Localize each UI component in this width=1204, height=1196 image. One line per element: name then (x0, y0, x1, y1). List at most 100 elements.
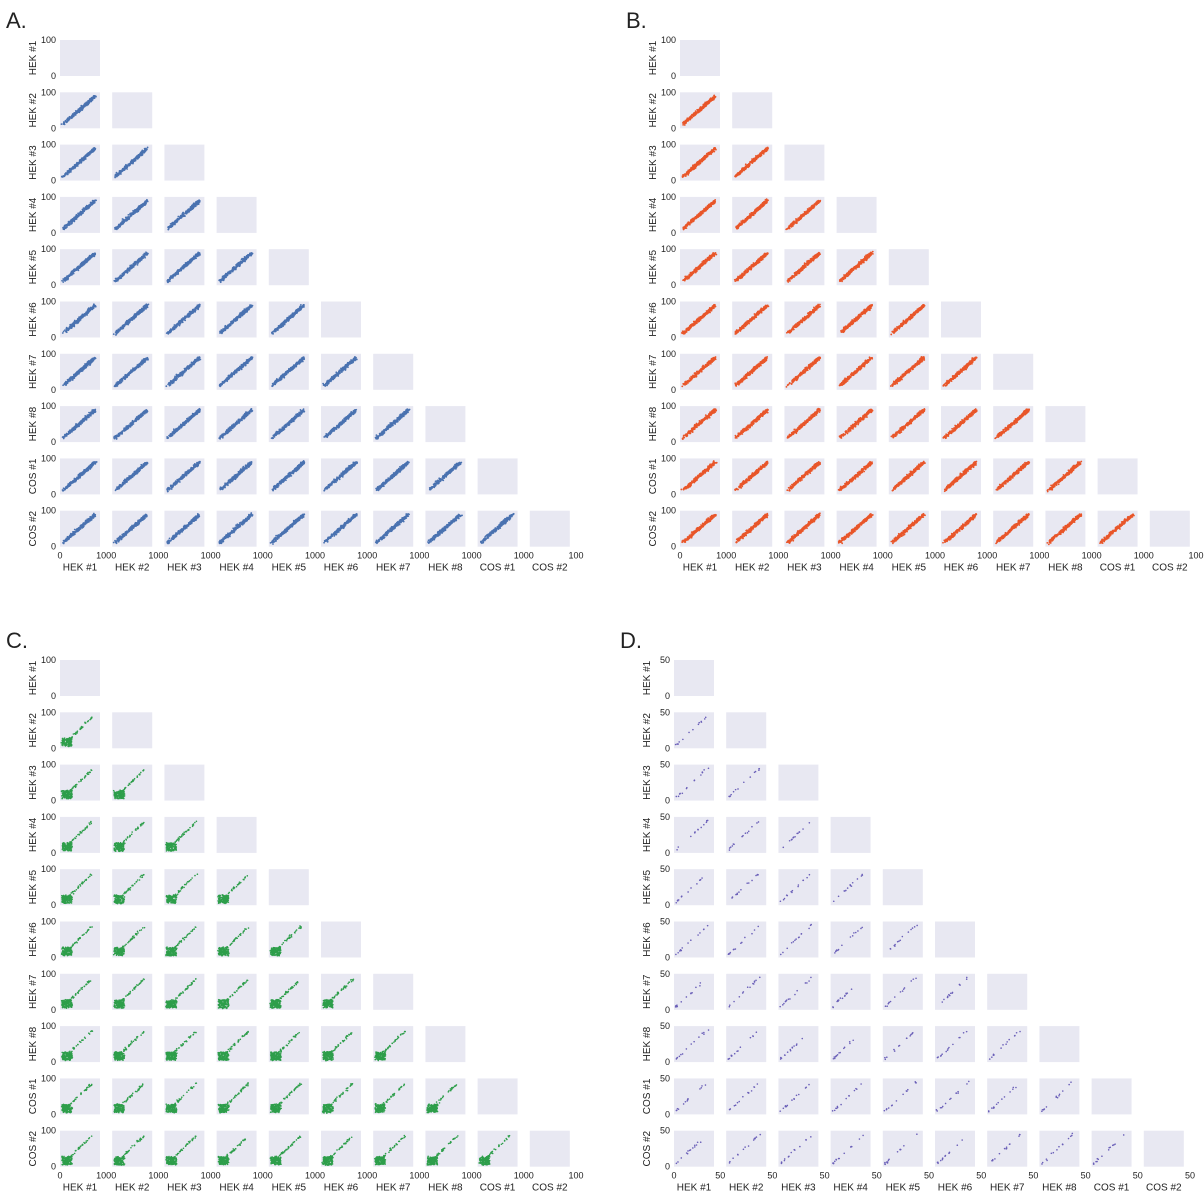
y-tick-label: 100 (41, 35, 56, 45)
scatter-point (132, 211, 135, 214)
scatter-cell (60, 353, 100, 390)
scatter-point (194, 202, 197, 205)
scatter-point (250, 252, 253, 255)
scatter-point (131, 213, 133, 216)
scatter-point (280, 325, 283, 328)
scatter-point (144, 306, 147, 309)
scatter-point (222, 382, 225, 384)
scatter-point (73, 323, 75, 326)
scatter-point (229, 271, 232, 274)
scatter-point (70, 222, 73, 225)
scatter-point (198, 356, 201, 359)
scatter-cell (164, 353, 205, 390)
scatter-point (123, 169, 126, 171)
scatter-point (84, 158, 87, 160)
scatter-point (232, 267, 235, 270)
cell-background (321, 301, 361, 338)
scatter-point (75, 319, 78, 322)
scatter-point (114, 226, 117, 229)
scatter-point (70, 219, 73, 222)
scatter-point (113, 279, 116, 282)
scatter-point (122, 377, 124, 380)
scatter-point (83, 105, 86, 108)
scatter-point (70, 116, 73, 118)
scatter-cell (112, 301, 153, 338)
scatter-point (116, 174, 119, 177)
scatter-point (119, 327, 122, 330)
scatter-point (71, 324, 73, 326)
y-tick-label: 0 (51, 385, 56, 395)
scatter-point (246, 309, 248, 312)
scatter-point (292, 315, 294, 318)
scatter-point (75, 371, 78, 374)
scatter-point (244, 257, 247, 260)
scatter-point (117, 227, 119, 230)
scatter-point (231, 270, 234, 273)
panel-label: A. (6, 8, 27, 33)
scatter-point (60, 123, 63, 126)
scatter-point (129, 212, 132, 215)
scatter-cell (164, 249, 205, 286)
scatter-point (64, 380, 67, 383)
scatter-point (91, 151, 94, 153)
scatter-point (289, 315, 292, 318)
scatter-point (125, 320, 128, 323)
scatter-point (61, 332, 64, 334)
scatter-point (220, 329, 223, 331)
scatter-point (134, 260, 137, 263)
scatter-point (84, 207, 87, 210)
scatter-point (140, 361, 142, 364)
scatter-point (169, 383, 172, 386)
scatter-point (144, 253, 146, 256)
scatter-point (139, 310, 142, 313)
scatter-point (90, 149, 93, 151)
scatter-point (78, 319, 81, 321)
scatter-point (185, 211, 187, 214)
scatter-point (145, 252, 148, 254)
scatter-point (137, 313, 140, 316)
scatter-point (250, 357, 253, 360)
scatter-point (128, 268, 131, 270)
scatter-point (188, 366, 191, 368)
scatter-point (82, 260, 85, 263)
scatter-point (87, 99, 90, 102)
scatter-cell (216, 196, 257, 233)
y-tick-label: 100 (41, 244, 56, 254)
scatter-point (224, 325, 227, 328)
scatter-point (139, 153, 142, 156)
y-tick-label: 0 (51, 228, 56, 238)
scatter-point (183, 264, 185, 267)
scatter-point (191, 362, 194, 365)
scatter-point (248, 305, 251, 308)
scatter-point (195, 253, 198, 256)
scatter-point (181, 373, 183, 376)
scatter-point (93, 356, 96, 359)
scatter-point (247, 307, 250, 309)
scatter-point (61, 279, 63, 282)
scatter-point (80, 161, 83, 164)
scatter-point (69, 377, 72, 380)
scatter-point (92, 253, 95, 256)
scatter-cell (216, 353, 257, 390)
scatter-point (115, 171, 118, 174)
scatter-point (187, 260, 190, 263)
scatter-point (138, 363, 141, 366)
scatter-point (80, 263, 83, 266)
scatter-point (68, 275, 71, 278)
cell-background (216, 196, 257, 233)
scatter-point (136, 311, 139, 314)
scatter-point (68, 170, 71, 173)
scatter-point (242, 258, 245, 260)
scatter-point (143, 150, 146, 153)
scatter-point (183, 370, 186, 373)
scatter-point (134, 157, 137, 160)
scatter-point (166, 279, 169, 282)
scatter-point (77, 321, 80, 324)
scatter-point (171, 328, 174, 331)
scatter-cell (112, 249, 153, 286)
scatter-cell (60, 249, 100, 286)
scatter-cell (112, 92, 153, 129)
scatter-point (94, 253, 96, 255)
scatter-point (189, 313, 192, 316)
scatter-point (116, 225, 119, 228)
